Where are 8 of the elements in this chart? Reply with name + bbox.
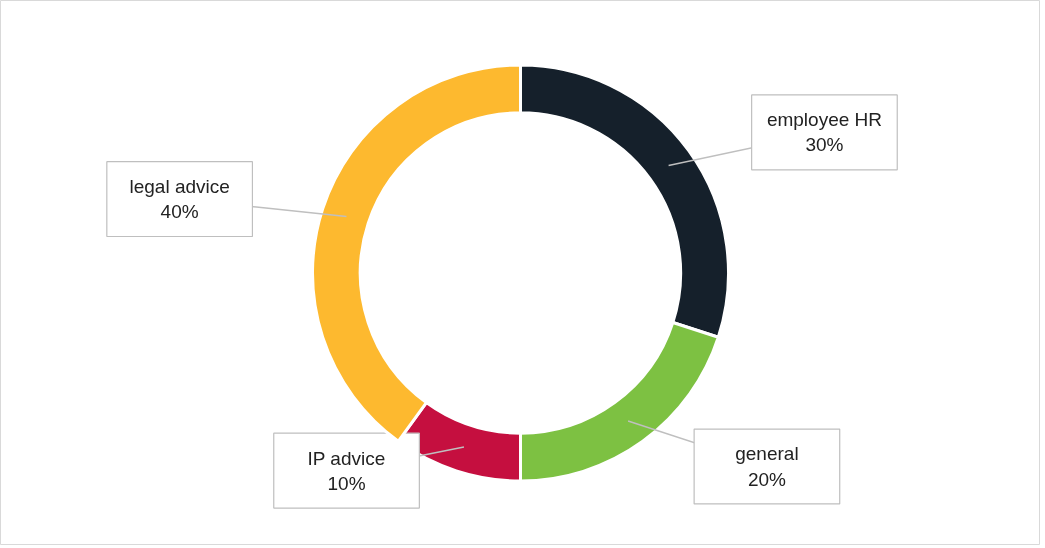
slice-label: IP advice <box>307 447 386 469</box>
data-label: 40% <box>160 201 199 223</box>
slice-label: employee HR <box>766 109 882 131</box>
slice-label: legal advice <box>129 175 230 197</box>
data-label: 20% <box>747 468 787 490</box>
data-label: 10% <box>327 472 366 494</box>
slice-label: general <box>735 443 799 465</box>
data-label: 30% <box>805 134 844 156</box>
